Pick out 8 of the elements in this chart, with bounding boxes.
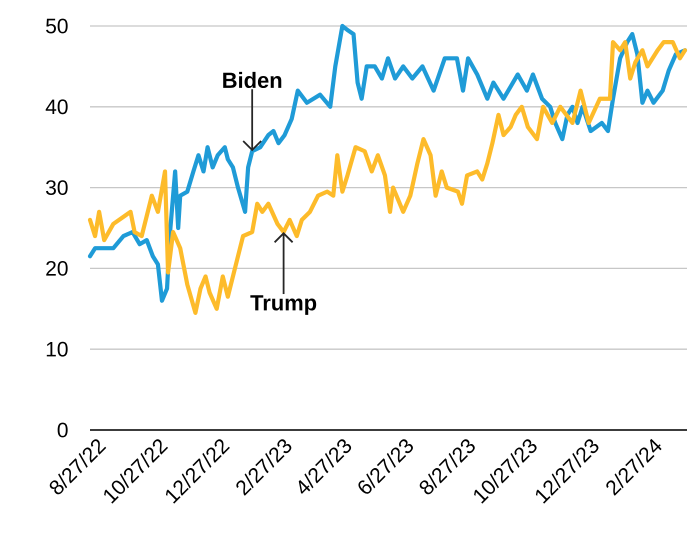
y-tick-label: 10 (46, 342, 68, 357)
y-tick-label: 30 (46, 180, 68, 196)
y-tick-label: 0 (58, 422, 68, 438)
annotation: Trump (250, 295, 316, 315)
y-tick-label: 20 (46, 260, 68, 276)
y-tick-label: 50 (46, 18, 68, 34)
annotation: Biden (223, 72, 282, 88)
y-tick-label: 40 (46, 99, 68, 114)
